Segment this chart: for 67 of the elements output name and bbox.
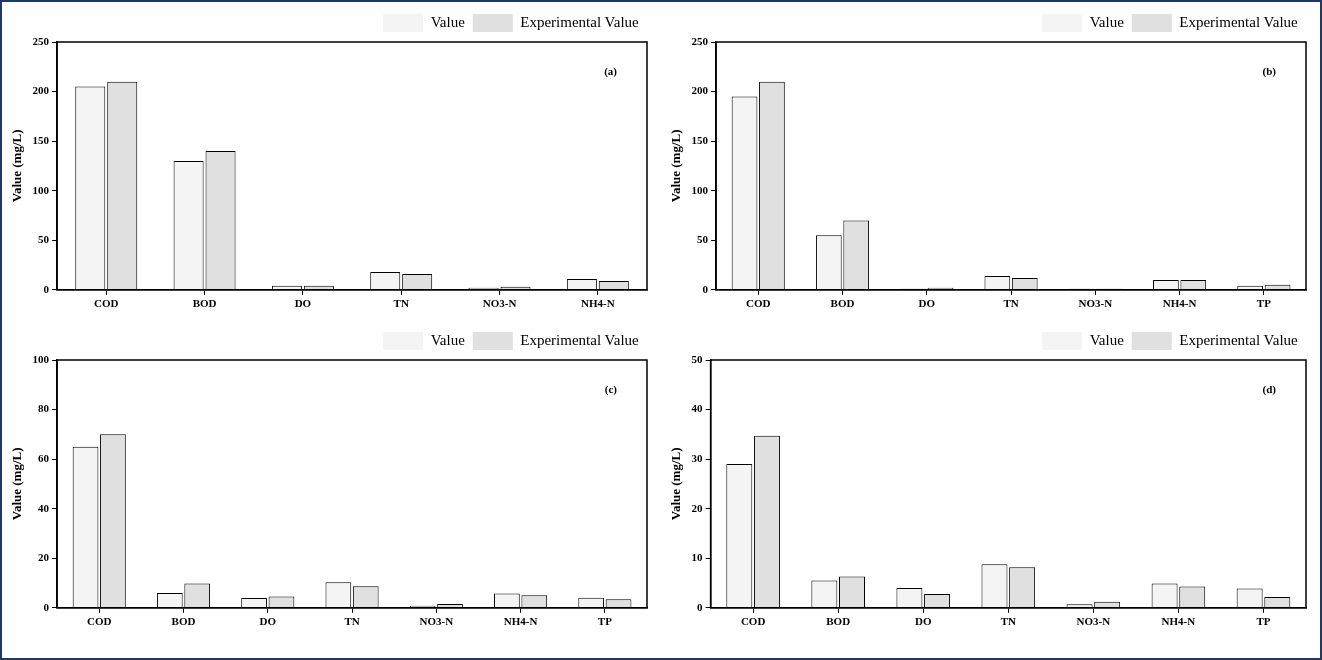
y-tick-label: 50 (697, 233, 709, 246)
y-tick-label: 40 (38, 501, 50, 514)
x-tick-label: NO3-N (1076, 615, 1111, 628)
y-tick-label: 20 (38, 551, 50, 564)
legend-label: Experimental Value (1179, 331, 1299, 348)
y-tick-label: 100 (691, 183, 709, 196)
x-tick-label: BOD (826, 615, 851, 628)
x-tick-label: NH4-N (503, 615, 538, 628)
y-tick-label: 10 (691, 551, 704, 564)
x-tick-label: TN (344, 615, 360, 628)
x-tick-label: BOD (192, 297, 217, 310)
x-tick-label: TP (1256, 615, 1271, 628)
x-tick-label: COD (746, 297, 771, 310)
y-tick-label: 50 (38, 233, 50, 246)
annotation: (d) (1262, 382, 1277, 396)
y-tick-label: 30 (691, 451, 704, 464)
y-tick-label: 0 (43, 600, 50, 613)
x-tick-label: TN (1003, 297, 1019, 310)
y-tick-label: 20 (691, 501, 704, 514)
y-axis-title: Value (mg/L) (668, 447, 684, 521)
y-tick-label: 200 (691, 84, 709, 97)
y-axis-title: Value (mg/L) (9, 129, 25, 203)
x-tick-label: BOD (171, 615, 196, 628)
annotation: (a) (604, 64, 618, 78)
legend-label: Value (1089, 13, 1125, 30)
y-tick-label: 100 (32, 183, 50, 196)
x-tick-label: TN (393, 297, 409, 310)
y-tick-label: 0 (697, 600, 704, 613)
x-tick-label: COD (87, 615, 112, 628)
y-tick-label: 40 (691, 402, 704, 415)
x-tick-label: DO (294, 297, 312, 310)
y-tick-label: 60 (38, 451, 50, 464)
legend-label: Experimental Value (520, 331, 640, 348)
y-axis-title: Value (mg/L) (668, 129, 684, 203)
legend-label: Value (430, 331, 466, 348)
x-tick-label: TN (1000, 615, 1016, 628)
y-tick-label: 150 (32, 133, 50, 146)
y-tick-label: 200 (32, 84, 50, 97)
x-tick-label: COD (94, 297, 119, 310)
x-tick-label: TP (1256, 297, 1272, 310)
x-tick-label: NH4-N (581, 297, 615, 310)
y-tick-label: 0 (43, 282, 50, 295)
annotation: (c) (604, 382, 618, 396)
y-tick-label: 50 (691, 352, 704, 365)
x-tick-label: NO3-N (419, 615, 454, 628)
annotation: (b) (1262, 64, 1277, 78)
x-tick-label: BOD (830, 297, 855, 310)
legend-label: Value (430, 13, 466, 30)
y-tick-label: 0 (702, 282, 709, 295)
x-tick-label: NH4-N (1162, 297, 1197, 310)
x-tick-label: NO3-N (1078, 297, 1113, 310)
x-tick-label: COD (740, 615, 766, 628)
legend-label: Experimental Value (1179, 13, 1299, 30)
x-tick-label: TP (597, 615, 613, 628)
y-tick-label: 80 (38, 402, 50, 415)
y-tick-label: 250 (691, 34, 709, 47)
y-tick-label: 250 (32, 34, 50, 47)
y-axis-title: Value (mg/L) (9, 447, 25, 521)
y-tick-label: 150 (691, 133, 709, 146)
x-tick-label: NO3-N (482, 297, 517, 310)
legend-label: Experimental Value (520, 13, 640, 30)
x-tick-label: NH4-N (1161, 615, 1196, 628)
y-tick-label: 100 (32, 352, 50, 365)
x-tick-label: DO (914, 615, 932, 628)
x-tick-label: DO (259, 615, 277, 628)
legend-label: Value (1089, 331, 1125, 348)
x-tick-label: DO (918, 297, 936, 310)
